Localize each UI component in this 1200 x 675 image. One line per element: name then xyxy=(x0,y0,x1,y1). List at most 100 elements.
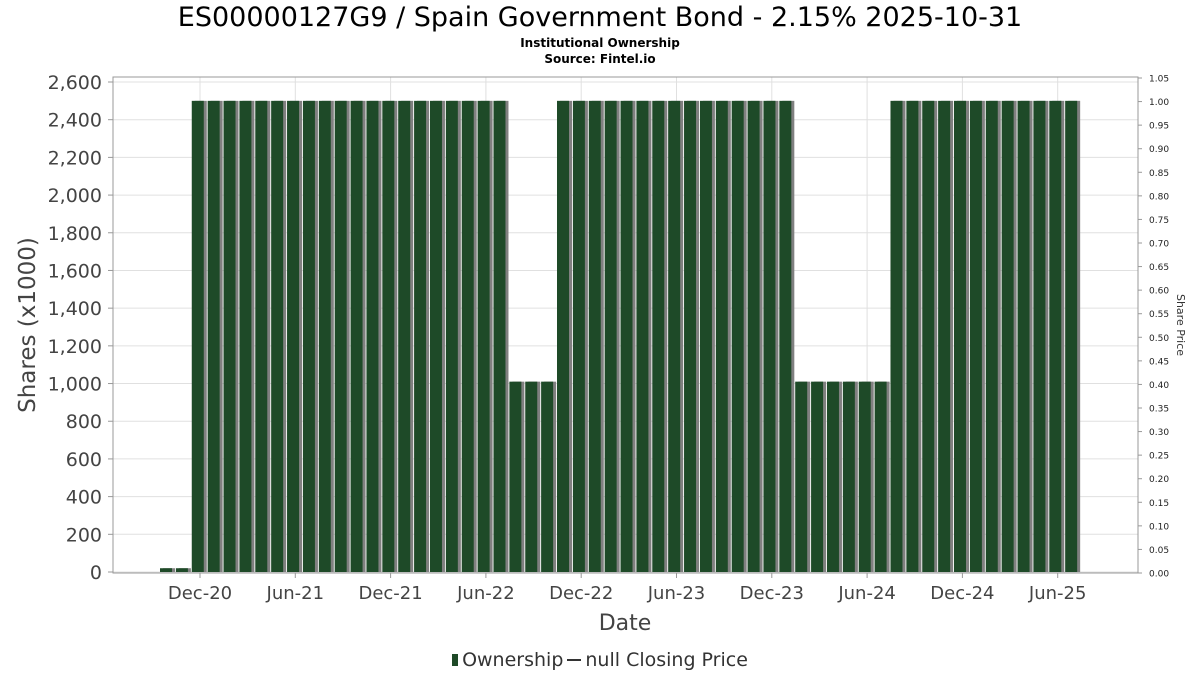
ownership-bar xyxy=(1017,100,1030,572)
y-tick-label: 1,000 xyxy=(48,374,102,396)
ownership-bar xyxy=(699,100,712,572)
y-tick-label: 400 xyxy=(66,487,102,509)
ownership-bar xyxy=(366,100,379,572)
y2-tick-label: 0.20 xyxy=(1149,475,1169,485)
y2-tick-label: 0.30 xyxy=(1149,428,1169,438)
y-axis-label: Shares (x1000) xyxy=(15,237,41,413)
ownership-bar xyxy=(541,381,554,572)
price-legend-swatch xyxy=(567,658,582,661)
y2-tick-label: 0.40 xyxy=(1149,381,1169,391)
ownership-bar xyxy=(255,100,268,572)
ownership-bar xyxy=(318,100,331,572)
ownership-bar xyxy=(620,100,633,572)
chart-subtitle: Institutional Ownership xyxy=(520,36,680,50)
y-tick-label: 1,400 xyxy=(48,298,102,320)
ownership-bar xyxy=(826,381,839,572)
ownership-bar xyxy=(429,100,442,572)
ownership-bar xyxy=(604,100,617,572)
ownership-bar xyxy=(287,100,300,572)
y-tick-label: 800 xyxy=(66,411,102,433)
y-tick-label: 0 xyxy=(90,562,102,584)
x-tick-label: Jun-25 xyxy=(1028,583,1087,604)
y2-tick-label: 0.95 xyxy=(1149,122,1169,132)
ownership-bar xyxy=(922,100,935,572)
ownership-bar xyxy=(414,100,427,572)
ownership-bar xyxy=(779,100,792,572)
y-tick-label: 1,200 xyxy=(48,336,102,358)
ownership-bar xyxy=(445,100,458,572)
y2-tick-label: 0.10 xyxy=(1149,522,1169,532)
y2-tick-label: 1.00 xyxy=(1149,98,1169,108)
ownership-bar xyxy=(160,568,172,572)
y2-tick-label: 0.85 xyxy=(1149,169,1169,179)
x-tick-label: Dec-22 xyxy=(549,583,613,604)
ownership-bar xyxy=(858,381,871,572)
y-tick-label: 1,800 xyxy=(48,223,102,245)
x-tick-label: Dec-24 xyxy=(930,583,994,604)
ownership-bar xyxy=(207,100,220,572)
ownership-bar xyxy=(398,100,411,572)
ownership-bar xyxy=(969,100,982,572)
y2-tick-label: 0.00 xyxy=(1149,570,1169,580)
ownership-bar xyxy=(890,100,903,572)
y-tick-label: 200 xyxy=(66,524,102,546)
x-tick-label: Jun-21 xyxy=(266,583,325,604)
x-tick-label: Jun-24 xyxy=(837,583,896,604)
ownership-bar xyxy=(525,381,538,572)
ownership-bar xyxy=(874,381,887,572)
ownership-bar xyxy=(461,100,474,572)
ownership-bar xyxy=(636,100,649,572)
y2-tick-label: 0.75 xyxy=(1149,216,1169,226)
ownership-bar xyxy=(1065,100,1078,572)
x-tick-label: Dec-21 xyxy=(358,583,422,604)
ownership-legend-swatch xyxy=(452,653,459,666)
y2-tick-label: 0.15 xyxy=(1149,499,1169,509)
ownership-bar xyxy=(588,100,601,572)
y-tick-label: 2,200 xyxy=(48,147,102,169)
y-axis: 0 200 400 600 800 1,000 1,200 1,400 1,600 1,800 2,… xyxy=(48,72,113,584)
y2-tick-label: 0.60 xyxy=(1149,287,1169,297)
ownership-bar xyxy=(906,100,919,572)
y-tick-label: 2,600 xyxy=(48,72,102,94)
ownership-bar xyxy=(382,100,395,572)
ownership-bar xyxy=(684,100,697,572)
ownership-bar xyxy=(1049,100,1062,572)
y2-tick-label: 0.90 xyxy=(1149,145,1169,155)
y-tick-label: 1,600 xyxy=(48,260,102,282)
y2-tick-label: 0.65 xyxy=(1149,263,1169,273)
y2-tick-label: 0.25 xyxy=(1149,452,1169,462)
x-axis: Dec-20 Jun-21 Dec-21 Jun-22 Dec-22 Jun-23 Dec-… xyxy=(168,573,1087,604)
ownership-bar xyxy=(557,100,569,572)
legend: Ownership null Closing Price xyxy=(0,648,1200,671)
ownership-bar xyxy=(652,100,665,572)
ownership-bar xyxy=(572,100,585,572)
ownership-bar xyxy=(271,100,284,572)
chart-title: ES00000127G9 / Spain Government Bond - 2… xyxy=(177,2,1023,33)
x-axis-label: Date xyxy=(599,611,652,636)
y2-tick-label: 1.05 xyxy=(1149,75,1169,85)
ownership-bar xyxy=(191,100,204,572)
y2-axis-label: Share Price xyxy=(1174,294,1187,356)
x-tick-label: Dec-20 xyxy=(168,583,232,604)
y-tick-label: 600 xyxy=(66,449,102,471)
legend-ownership-label: Ownership xyxy=(462,648,564,671)
ownership-bar xyxy=(668,100,681,572)
ownership-bar xyxy=(842,381,855,572)
plot-area xyxy=(112,76,1139,574)
ownership-bar xyxy=(1033,100,1046,572)
ownership-bar xyxy=(1001,100,1014,572)
ownership-bar xyxy=(795,381,808,572)
ownership-bar xyxy=(334,100,347,572)
y-tick-label: 2,000 xyxy=(48,185,102,207)
ownership-bar xyxy=(302,100,315,572)
ownership-bar xyxy=(175,568,188,572)
ownership-bar xyxy=(763,100,776,572)
ownership-bar xyxy=(493,100,506,572)
x-tick-label: Dec-23 xyxy=(740,583,804,604)
chart-source: Source: Fintel.io xyxy=(544,52,656,66)
y2-tick-label: 0.35 xyxy=(1149,405,1169,415)
ownership-bar xyxy=(954,100,966,572)
ownership-bar xyxy=(747,100,760,572)
ownership-bar xyxy=(985,100,998,572)
